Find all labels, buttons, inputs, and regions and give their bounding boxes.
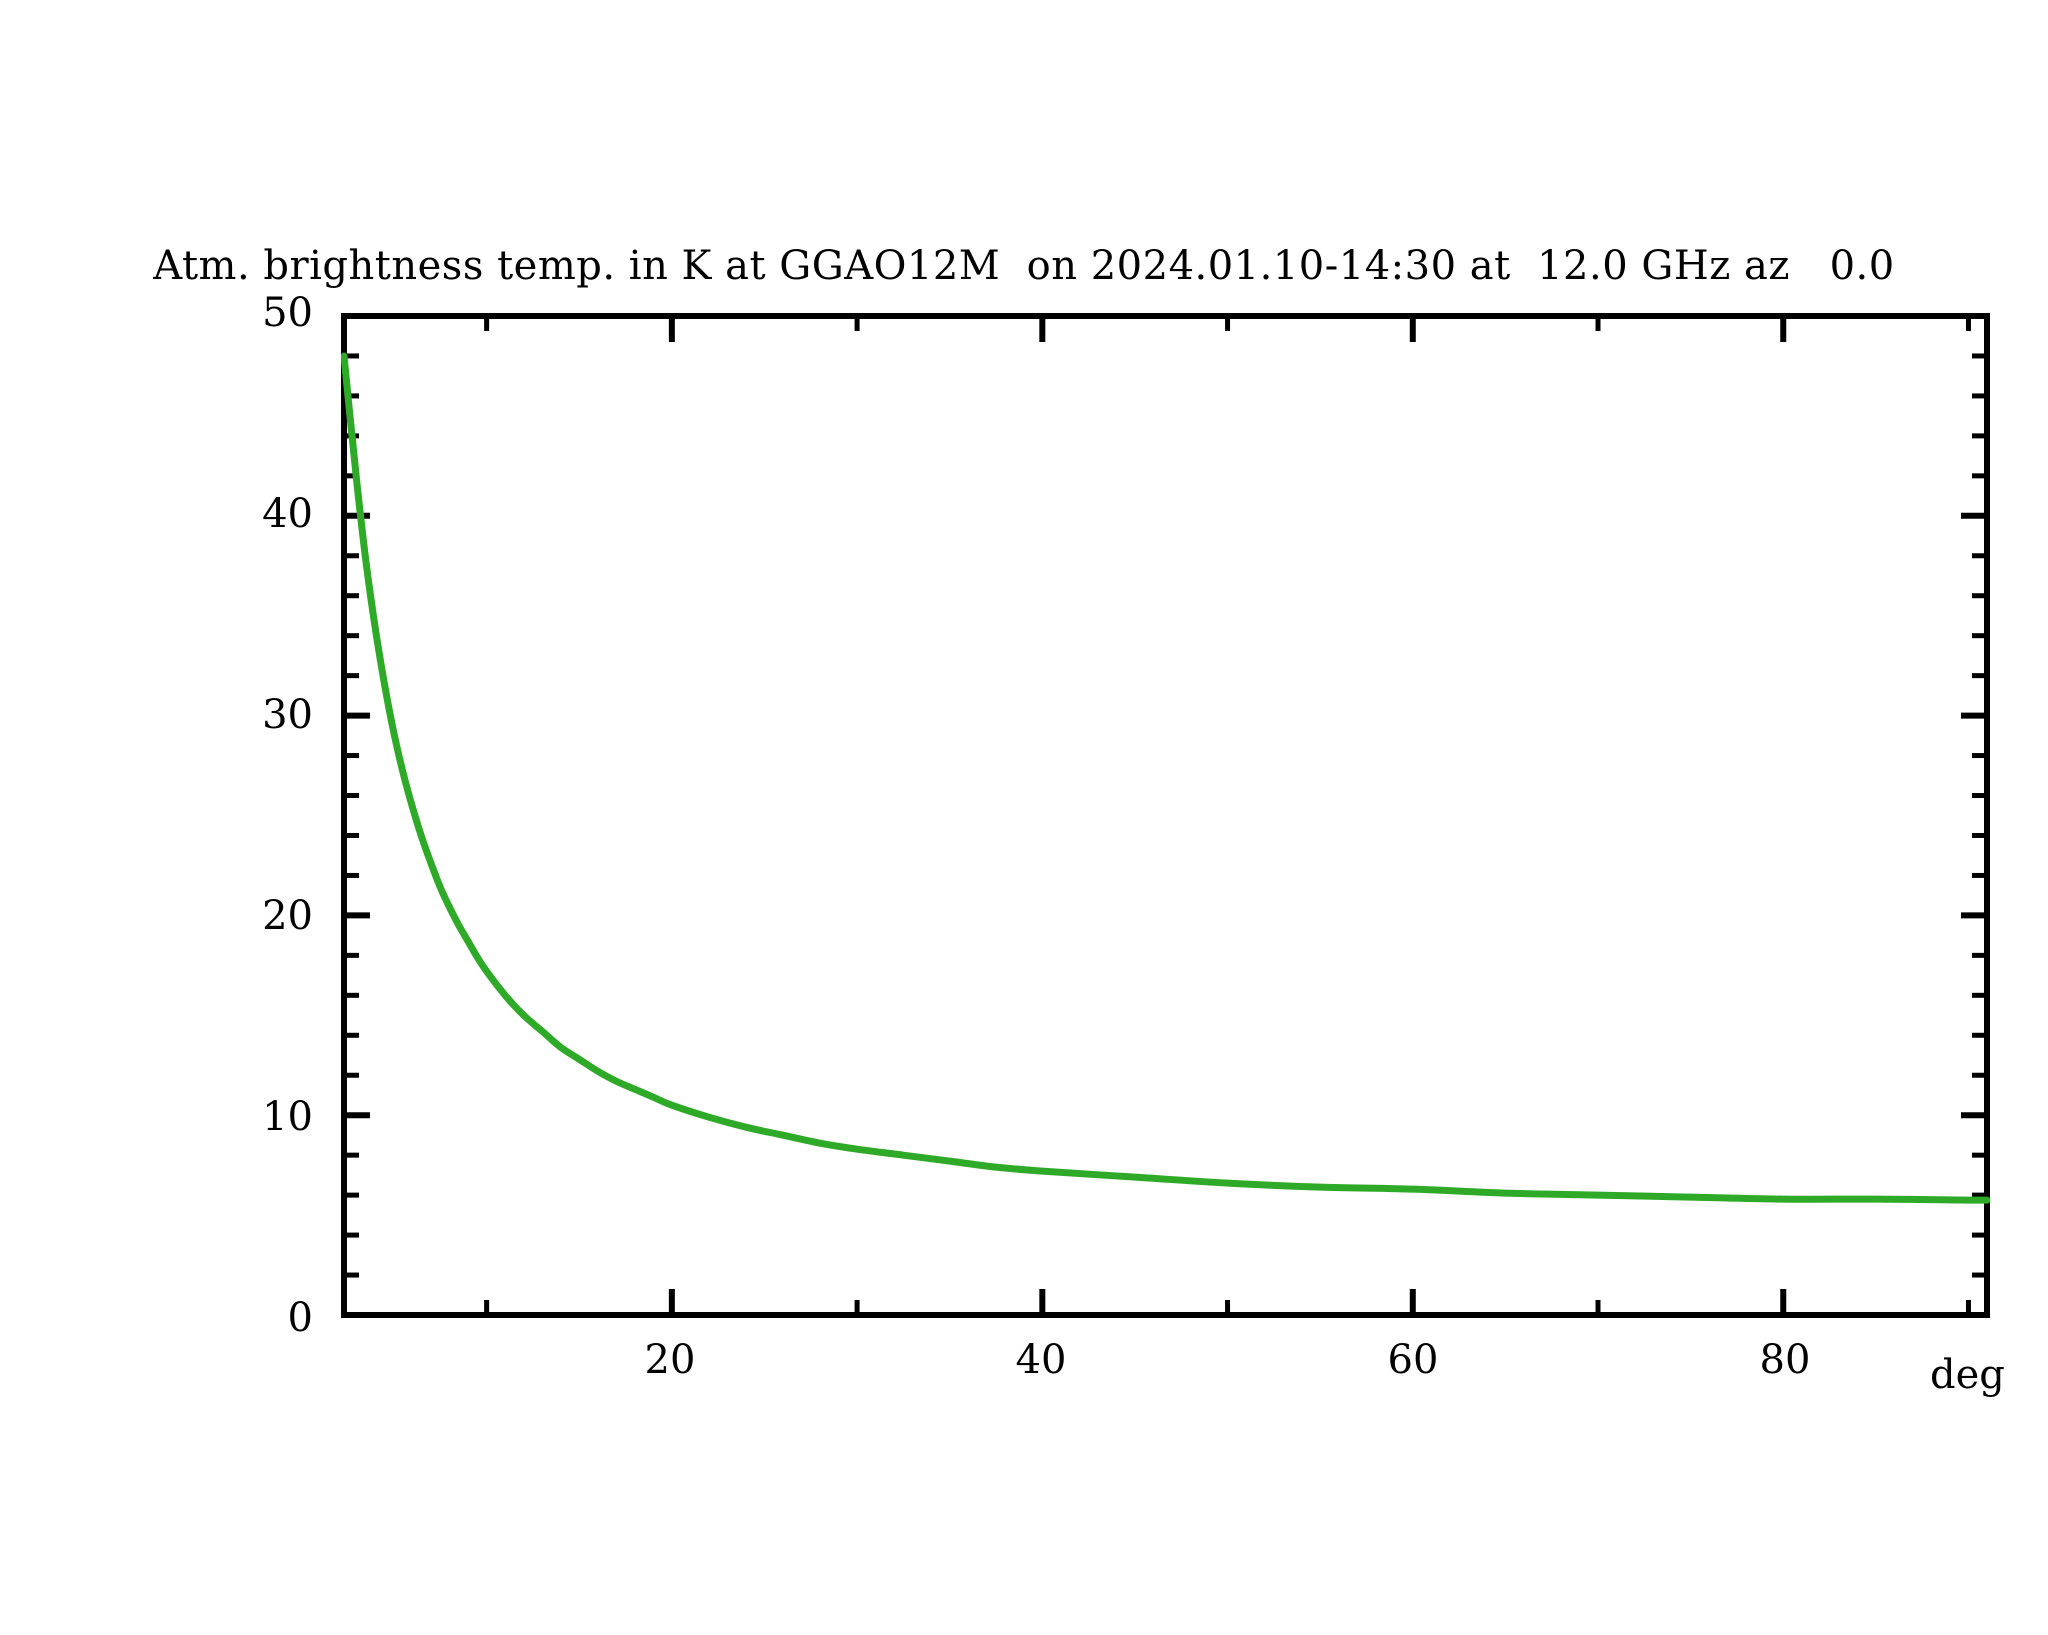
x-axis-unit-label: deg [1930,1352,2005,1398]
y-tick-label-0: 0 [287,1295,313,1341]
data-series-line [341,352,1990,1204]
x-tick-label-60: 60 [1387,1337,1439,1383]
page-title: Atm. brightness temp. in K at GGAO12M on… [153,243,1895,289]
x-tick-label-80: 80 [1759,1337,1811,1383]
y-tick-label-50: 50 [262,290,313,336]
plot-svg [341,313,1990,1318]
y-axis-minor-ticks [344,353,1987,1278]
x-axis-minor-ticks [484,316,1971,1315]
y-tick-label-30: 30 [262,692,313,738]
axis-frame [341,313,1990,1318]
y-tick-label-40: 40 [262,491,313,537]
x-axis-major-ticks [668,316,1787,1315]
plot-area [341,313,1990,1318]
x-tick-label-40: 40 [1015,1337,1067,1383]
y-axis-major-ticks [344,313,1987,1318]
x-tick-label-20: 20 [644,1337,696,1383]
y-tick-label-10: 10 [262,1094,313,1140]
y-tick-label-20: 20 [262,893,313,939]
